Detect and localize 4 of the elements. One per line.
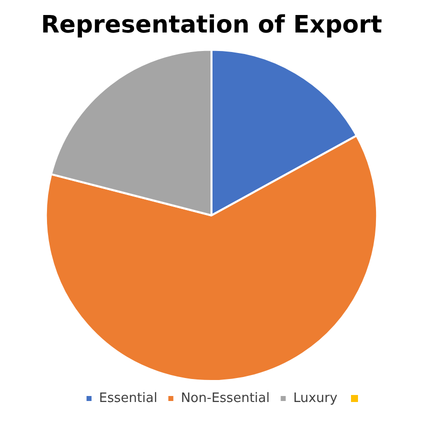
legend-label: Essential — [99, 390, 158, 406]
legend-label: Non-Essential — [180, 390, 270, 406]
legend-label: Luxury — [293, 390, 338, 406]
chart-title: Representation of Export — [40, 10, 382, 39]
